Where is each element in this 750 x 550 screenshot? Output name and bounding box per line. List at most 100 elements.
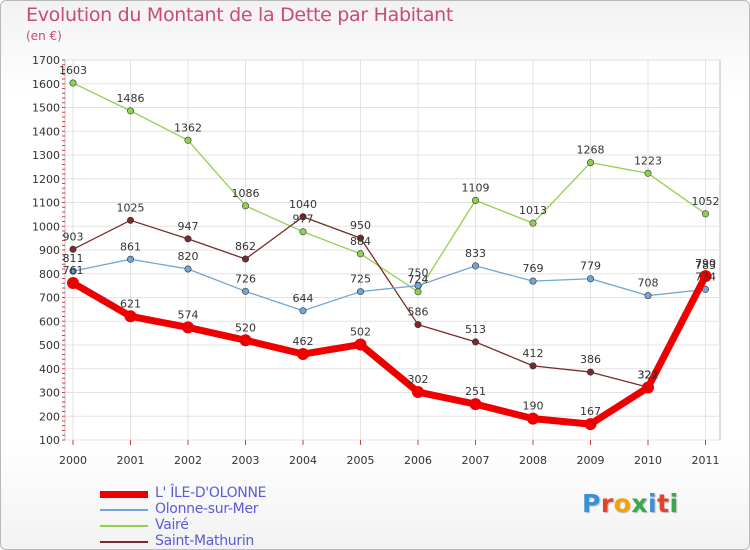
y-tick-label: 800	[39, 268, 60, 281]
data-point	[356, 250, 364, 258]
data-label: 502	[350, 326, 371, 339]
data-label: 1052	[692, 195, 720, 208]
y-tick-label: 1600	[32, 78, 60, 91]
y-tick-label: 1100	[32, 197, 60, 210]
data-label: 790	[695, 257, 716, 270]
data-point	[184, 235, 192, 243]
data-label: 1603	[59, 64, 87, 77]
data-point	[127, 255, 135, 263]
data-label: 833	[465, 247, 486, 260]
data-point	[184, 136, 192, 144]
legend-label: Vairé	[155, 517, 189, 533]
data-point	[124, 310, 137, 323]
data-label: 574	[178, 308, 199, 321]
legend-swatch	[100, 509, 148, 511]
data-point	[644, 292, 652, 300]
chart-subtitle: (en €)	[26, 29, 62, 43]
data-point	[184, 265, 192, 273]
data-label: 734	[695, 270, 716, 283]
data-label: 1109	[462, 181, 490, 194]
y-tick-label: 300	[39, 387, 60, 400]
data-label: 708	[638, 277, 659, 290]
legend-swatch	[100, 525, 148, 527]
data-point	[356, 288, 364, 296]
data-label: 513	[465, 323, 486, 336]
data-label: 251	[465, 385, 486, 398]
data-label: 862	[235, 240, 256, 253]
proxiti-logo: Proxiti	[582, 489, 679, 518]
data-label: 586	[408, 306, 429, 319]
data-point	[354, 338, 367, 351]
data-label: 1486	[117, 92, 145, 105]
data-label: 302	[408, 373, 429, 386]
data-point	[69, 79, 77, 87]
data-label: 884	[350, 235, 371, 248]
y-tick-label: 1500	[32, 102, 60, 115]
series-line-1	[72, 258, 706, 312]
x-tick-label: 2009	[577, 454, 605, 467]
data-point	[471, 262, 479, 270]
data-label: 750	[408, 267, 429, 280]
data-label: 950	[350, 219, 371, 232]
legend-label: Olonne-sur-Mer	[155, 501, 259, 517]
data-point	[699, 270, 712, 283]
data-label: 621	[120, 297, 141, 310]
y-tick-label: 500	[39, 339, 60, 352]
data-point	[242, 287, 250, 295]
data-point	[414, 288, 422, 296]
data-label: 726	[235, 272, 256, 285]
data-point	[414, 282, 422, 290]
data-label: 1268	[577, 144, 605, 157]
x-tick-label: 2000	[59, 454, 87, 467]
x-tick-label: 2005	[347, 454, 375, 467]
data-label: 412	[523, 347, 544, 360]
y-tick-label: 200	[39, 410, 60, 423]
data-label: 167	[580, 405, 601, 418]
data-point	[471, 196, 479, 204]
x-tick-label: 2006	[404, 454, 432, 467]
data-label: 761	[63, 264, 84, 277]
data-label: 820	[178, 250, 199, 263]
y-tick-label: 100	[39, 434, 60, 447]
data-label: 1362	[174, 121, 202, 134]
legend-label: Saint-Mathurin	[155, 533, 254, 549]
data-point	[642, 381, 654, 394]
data-point	[529, 277, 537, 285]
data-point	[701, 210, 709, 218]
data-point	[356, 234, 364, 242]
y-tick-label: 1400	[32, 125, 60, 138]
data-label: 322	[638, 368, 659, 381]
y-tick-label: 1200	[32, 173, 60, 186]
data-label: 1040	[289, 198, 317, 211]
data-point	[471, 338, 479, 346]
data-label: 190	[523, 400, 544, 413]
data-point	[644, 169, 652, 177]
data-point	[242, 255, 250, 263]
data-point	[182, 321, 194, 334]
data-label: 462	[293, 335, 314, 348]
data-point	[69, 267, 77, 275]
y-tick-label: 900	[39, 244, 60, 257]
data-point	[242, 202, 250, 210]
data-point	[299, 307, 307, 315]
x-tick-label: 2010	[634, 454, 662, 467]
data-label: 861	[120, 240, 141, 253]
x-tick-label: 2007	[462, 454, 490, 467]
data-label: 977	[293, 213, 314, 226]
data-label: 725	[350, 273, 371, 286]
data-label: 1223	[634, 154, 662, 167]
data-point	[584, 418, 597, 431]
x-tick-label: 2002	[174, 454, 202, 467]
series-line-2	[72, 82, 706, 293]
data-label: 644	[293, 292, 314, 305]
data-point	[586, 368, 594, 376]
legend-swatch	[100, 541, 148, 543]
x-tick-label: 2004	[289, 454, 317, 467]
legend-label: L' ÎLE-D'OLONNE	[155, 485, 267, 501]
data-point	[69, 245, 77, 253]
y-tick-label: 700	[39, 292, 60, 305]
data-point	[586, 159, 594, 167]
x-tick-label: 2011	[692, 454, 720, 467]
x-tick-label: 2008	[519, 454, 547, 467]
